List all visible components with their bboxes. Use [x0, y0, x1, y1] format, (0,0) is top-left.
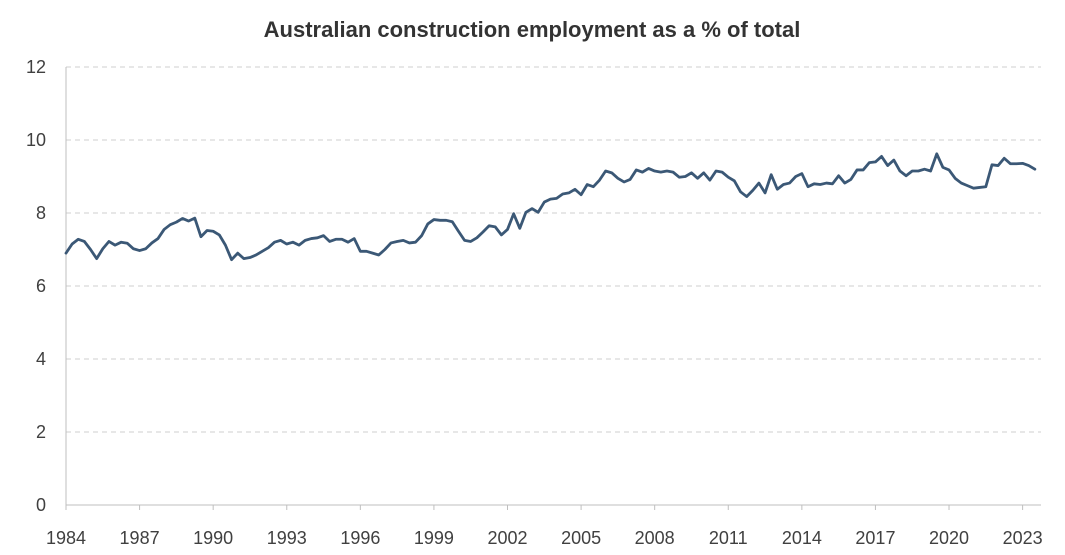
y-tick-label: 8 — [36, 203, 46, 223]
x-tick-label: 1990 — [193, 528, 233, 548]
y-tick-label: 4 — [36, 349, 46, 369]
chart-title: Australian construction employment as a … — [264, 17, 801, 42]
x-tick-label: 1987 — [120, 528, 160, 548]
x-tick-label: 2017 — [855, 528, 895, 548]
y-tick-label: 10 — [26, 130, 46, 150]
gridlines — [66, 66, 1041, 433]
x-tick-label: 1984 — [46, 528, 86, 548]
x-tick-label: 2008 — [635, 528, 675, 548]
x-tick-label: 2011 — [709, 528, 748, 548]
y-tick-label: 12 — [26, 57, 46, 77]
x-tick-label: 2014 — [782, 528, 822, 548]
x-tick-label: 2002 — [487, 528, 527, 548]
x-tick-label: 1999 — [414, 528, 454, 548]
x-tick-label: 2023 — [1003, 528, 1043, 548]
series-line — [64, 152, 1037, 262]
x-tick-label: 1996 — [340, 528, 380, 548]
x-tick-label: 1993 — [267, 528, 307, 548]
y-tick-label: 0 — [36, 495, 46, 515]
y-tick-label: 2 — [36, 422, 46, 442]
series-layer — [64, 152, 1037, 262]
x-tick-label: 2005 — [561, 528, 601, 548]
x-tick-label: 2020 — [929, 528, 969, 548]
y-tick-label: 6 — [36, 276, 46, 296]
axes: 0 2 4 6 8 10 12 1984 1987 1990 1993 1996 1999 2002 200… — [26, 57, 1043, 548]
